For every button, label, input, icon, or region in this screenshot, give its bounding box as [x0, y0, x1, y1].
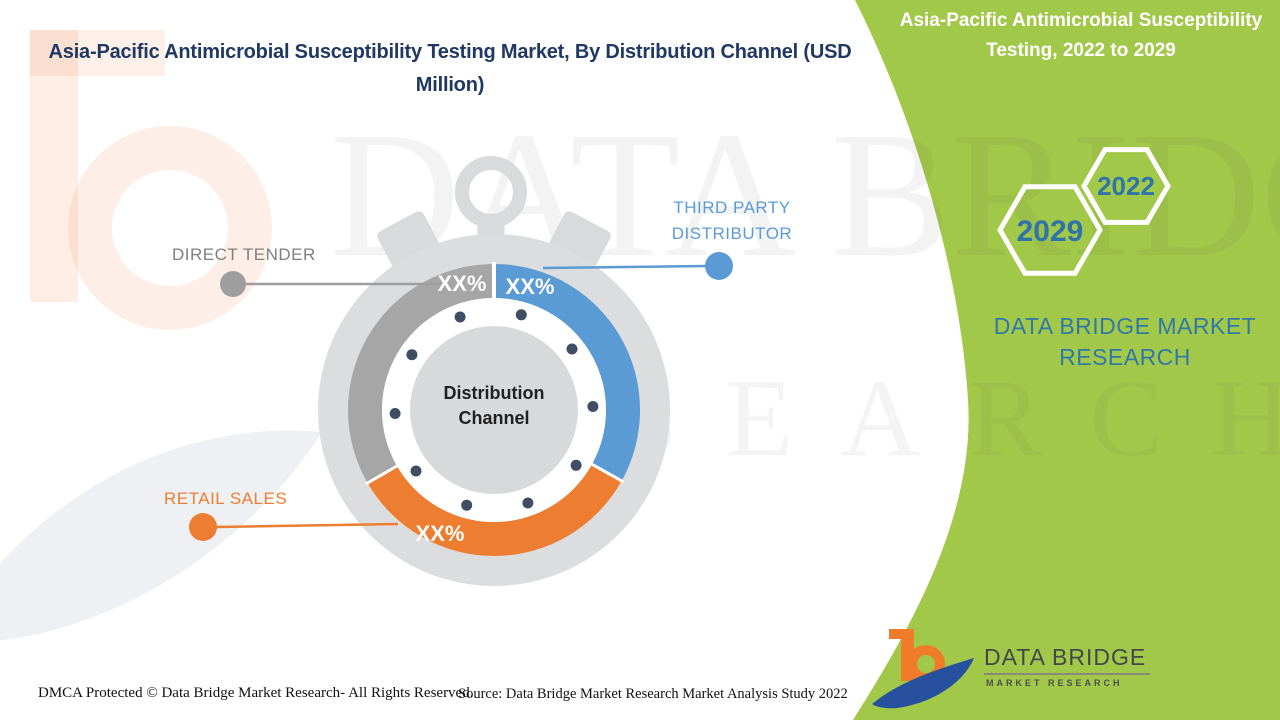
- page-title: Asia-Pacific Antimicrobial Susceptibilit…: [48, 41, 852, 96]
- clock-dots: [389, 309, 599, 511]
- logo-mark: [872, 629, 974, 709]
- value-direct-tender: XX%: [437, 271, 487, 296]
- callout-dot-retail-sales: [189, 513, 217, 541]
- donut-chart: [348, 262, 641, 556]
- donut-center-label: Distribution Channel: [443, 383, 545, 428]
- logo-tagline: MARKET RESEARCH: [986, 678, 1123, 688]
- segment-third-party-distributor: [494, 264, 641, 481]
- callouts: [189, 252, 733, 541]
- callout-dot-direct-tender: [220, 271, 246, 297]
- watermark-logo-stem: [30, 30, 78, 302]
- watermark-logo-swoosh: [0, 430, 322, 641]
- segment-divider-left: [365, 463, 400, 486]
- label-retail-sales: RETAIL SALES: [164, 489, 288, 508]
- segment-retail-sales: [367, 464, 622, 556]
- watermark-logo: [0, 30, 322, 641]
- banner-title: Asia-Pacific Antimicrobial Susceptibilit…: [899, 10, 1263, 61]
- callout-dot-third-party: [705, 252, 733, 280]
- hexagon-2022: [1081, 147, 1171, 225]
- logo-d-swoosh: [872, 658, 974, 709]
- leader-line-third-party: [542, 264, 707, 270]
- green-banner-shape: [853, 0, 1280, 720]
- label-third-party-distributor: THIRD PARTY DISTRIBUTOR: [671, 198, 793, 243]
- donut-center-disc: [410, 326, 578, 494]
- label-direct-tender: DIRECT TENDER: [172, 245, 316, 264]
- footer-dmca-notice: DMCA Protected © Data Bridge Market Rese…: [38, 685, 474, 701]
- leader-line-retail-sales: [215, 522, 399, 529]
- watermark-logo-bowl: [68, 126, 272, 330]
- segment-divider-right: [589, 461, 625, 484]
- year-end-label: 2029: [1016, 215, 1084, 248]
- segment-direct-tender: [348, 264, 494, 483]
- hexagon-2029: [997, 184, 1103, 276]
- value-retail-sales: XX%: [415, 521, 465, 546]
- logo-name: DATA BRIDGE: [984, 644, 1151, 675]
- footer-source-note: Source: Data Bridge Market Research Mark…: [458, 686, 848, 702]
- brand-name: DATA BRIDGE MARKET RESEARCH: [993, 313, 1257, 370]
- value-third-party-distributor: XX%: [505, 274, 555, 299]
- year-start-label: 2022: [1097, 171, 1155, 201]
- watermark-logo-bar: [30, 30, 165, 76]
